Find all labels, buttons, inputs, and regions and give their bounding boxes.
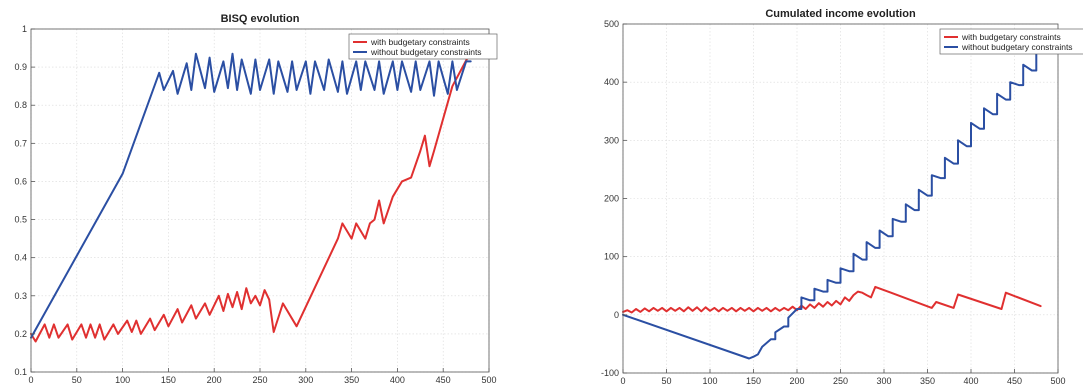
y-tick-label: 0.4 [14, 253, 27, 263]
x-tick-label: 100 [702, 376, 717, 386]
chart-title: BISQ evolution [221, 13, 300, 25]
x-tick-label: 450 [436, 375, 451, 385]
y-tick-label: 0.9 [14, 62, 27, 72]
x-tick-label: 0 [620, 376, 625, 386]
x-tick-label: 150 [161, 375, 176, 385]
legend-label: with budgetary constraints [370, 37, 470, 47]
y-tick-label: 400 [604, 77, 619, 87]
y-tick-label: 0.1 [14, 367, 27, 377]
bisq-chart: 0 50 100 150 200 250 300 350 400 450 500 0.1 0.2 0.3 0… [14, 13, 498, 385]
x-tick-label: 350 [920, 376, 935, 386]
x-tick-label: 200 [207, 375, 222, 385]
x-tick-label: 250 [833, 376, 848, 386]
legend-label: without budgetary constraints [370, 47, 482, 57]
series-line-without-constraints [622, 43, 1038, 360]
x-tick-label: 300 [876, 376, 891, 386]
x-tick-label: 250 [252, 375, 267, 385]
y-tick-label: 500 [604, 19, 619, 29]
y-tick-label: 0.8 [14, 100, 27, 110]
x-tick-label: 150 [746, 376, 761, 386]
x-tick-label: 500 [481, 375, 496, 385]
y-tick-label: 0.5 [14, 215, 27, 225]
chart-title: Cumulated income evolution [765, 8, 916, 20]
x-tick-label: 200 [789, 376, 804, 386]
legend-box [348, 33, 498, 60]
y-tick-label: 0.2 [14, 329, 27, 339]
series-line-with-constraints [622, 285, 1042, 314]
income-chart: 0 50 100 150 200 250 300 350 400 450 500-100010020… [601, 8, 1083, 386]
y-tick-label: 300 [604, 135, 619, 145]
x-tick-label: 400 [390, 375, 405, 385]
x-tick-label: 0 [28, 375, 33, 385]
y-tick-label: 1 [22, 24, 27, 34]
x-tick-label: 50 [72, 375, 82, 385]
x-tick-label: 50 [661, 376, 671, 386]
y-tick-label: 0.6 [14, 176, 27, 186]
y-tick-label: 0.7 [14, 138, 27, 148]
series-line-with-constraints [30, 50, 472, 343]
y-tick-label: 200 [604, 194, 619, 204]
x-tick-label: 450 [1007, 376, 1022, 386]
x-tick-label: 300 [298, 375, 313, 385]
y-tick-label: -100 [601, 368, 619, 378]
y-tick-label: 0.3 [14, 291, 27, 301]
legend-label: with budgetary constraints [961, 32, 1061, 42]
y-tick-label: 100 [604, 252, 619, 262]
series-line-without-constraints [30, 52, 472, 339]
x-tick-label: 400 [963, 376, 978, 386]
x-tick-label: 100 [115, 375, 130, 385]
y-tick-label: 0 [614, 310, 619, 320]
legend-label: without budgetary constraints [961, 42, 1073, 52]
x-tick-label: 500 [1050, 376, 1065, 386]
legend-box [939, 28, 1083, 55]
x-tick-label: 350 [344, 375, 359, 385]
